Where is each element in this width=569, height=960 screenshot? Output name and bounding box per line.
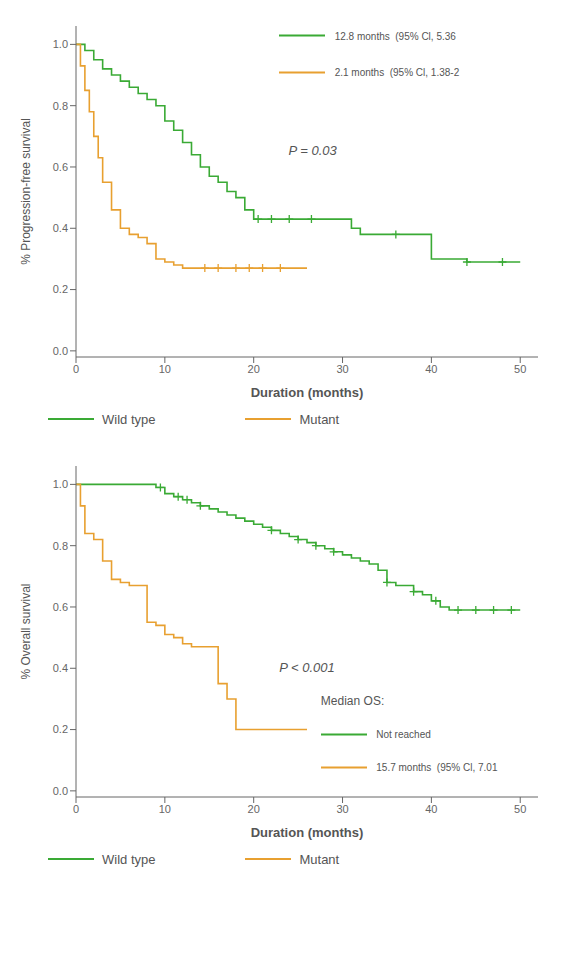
svg-text:0.0: 0.0	[53, 345, 68, 357]
html-text:Not reached: Not reached	[376, 728, 431, 740]
html-text:Wild type: Wild type	[102, 851, 156, 867]
svg-text:50: 50	[514, 803, 526, 815]
svg-text:0: 0	[73, 363, 79, 375]
svg-text:0.8: 0.8	[53, 100, 68, 112]
html-text:P = 0.03: P = 0.03	[288, 143, 337, 159]
svg-text:0.2: 0.2	[53, 723, 68, 735]
svg-text:40: 40	[425, 363, 437, 375]
svg-text:0: 0	[73, 803, 79, 815]
svg-text:50: 50	[514, 363, 526, 375]
svg-text:Duration (months): Duration (months)	[251, 825, 364, 840]
svg-text:40: 40	[425, 803, 437, 815]
svg-text:10: 10	[159, 803, 171, 815]
html-text:Mutant: Mutant	[299, 851, 340, 867]
svg-text:0.4: 0.4	[53, 662, 68, 674]
svg-text:20: 20	[248, 803, 260, 815]
html-text:2.1 months (95% Cl, 1.38-2: 2.1 months (95% Cl, 1.38-2	[334, 66, 460, 78]
html-text:15.7 months (95% Cl, 7.01: 15.7 months (95% Cl, 7.01	[376, 761, 498, 773]
html-text:Mutant: Mutant	[299, 411, 340, 427]
svg-text:0.8: 0.8	[53, 540, 68, 552]
svg-text:% Overall survival: % Overall survival	[19, 583, 33, 679]
html-text:P < 0.001: P < 0.001	[279, 659, 335, 675]
svg-text:1.0: 1.0	[53, 478, 68, 490]
html-text:12.8 months (95% Cl, 5.36: 12.8 months (95% Cl, 5.36	[334, 30, 456, 42]
svg-text:30: 30	[336, 803, 348, 815]
svg-text:0.6: 0.6	[53, 161, 68, 173]
svg-text:Duration (months): Duration (months)	[251, 385, 364, 400]
svg-text:% Progression-free survival: % Progression-free survival	[19, 118, 33, 265]
svg-text:0.2: 0.2	[53, 283, 68, 295]
svg-text:1.0: 1.0	[53, 38, 68, 50]
svg-text:30: 30	[336, 363, 348, 375]
html-text:Median OS:: Median OS:	[320, 694, 385, 708]
svg-text:0.0: 0.0	[53, 785, 68, 797]
html-text:Wild type: Wild type	[102, 411, 156, 427]
svg-text:10: 10	[159, 363, 171, 375]
svg-text:20: 20	[248, 363, 260, 375]
svg-text:0.4: 0.4	[53, 222, 68, 234]
svg-text:0.6: 0.6	[53, 601, 68, 613]
